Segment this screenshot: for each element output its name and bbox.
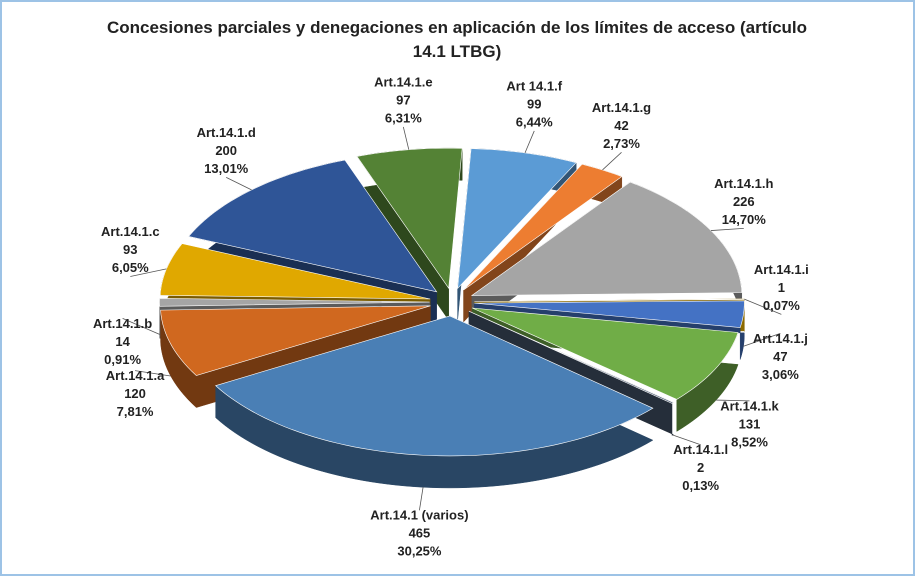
slice-label: Art.14.1 (varios)	[370, 508, 468, 523]
leader-line	[716, 399, 750, 402]
slice-label: Art.14.1.k	[720, 398, 779, 413]
slice-percent: 0,91%	[104, 352, 141, 367]
slice-value: 465	[409, 526, 431, 541]
slice-value: 226	[733, 194, 755, 209]
slice-percent: 6,05%	[112, 260, 149, 275]
slice-percent: 0,07%	[763, 298, 800, 313]
slice-value: 1	[778, 280, 785, 295]
slice-percent: 2,73%	[603, 136, 640, 151]
leader-line	[130, 268, 167, 277]
slice-percent: 0,13%	[682, 478, 719, 493]
slice	[474, 300, 745, 328]
slice-percent: 3,06%	[762, 367, 799, 382]
slice-percent: 13,01%	[204, 161, 249, 176]
slice-percent: 6,31%	[385, 110, 422, 125]
slice	[457, 148, 577, 290]
slice-label: Art.14.1.d	[197, 125, 256, 140]
leader-line	[135, 370, 171, 377]
slice-percent: 6,44%	[516, 114, 553, 129]
slice	[160, 305, 431, 376]
slice-percent: 14,70%	[722, 212, 767, 227]
slice-value: 42	[614, 118, 628, 133]
leader-line	[672, 434, 701, 446]
leader-line	[602, 152, 622, 171]
slice-value: 97	[396, 92, 410, 107]
slice-value: 47	[773, 349, 787, 364]
slice-percent: 8,52%	[731, 434, 768, 449]
slice-value: 93	[123, 242, 137, 257]
slice-label: Art.14.1.c	[101, 224, 160, 239]
slice-value: 14	[115, 334, 130, 349]
leader-line	[402, 126, 410, 150]
slice-label: Art.14.1.e	[374, 74, 433, 89]
slice-percent: 7,81%	[117, 404, 154, 419]
slice	[472, 307, 739, 400]
slice-label: Art.14.1.j	[753, 331, 808, 346]
slice-label: Art 14.1.f	[506, 78, 562, 93]
slice	[468, 310, 675, 404]
slice	[159, 298, 430, 307]
slice-value: 99	[527, 96, 541, 111]
slice-label: Art.14.1.g	[592, 100, 651, 115]
leader-line	[419, 487, 424, 511]
slice-value: 120	[124, 386, 146, 401]
slice-label: Art.14.1.b	[93, 316, 152, 331]
slice-label: Art.14.1.a	[106, 368, 165, 383]
slice-value: 131	[739, 416, 761, 431]
slice-label: Art.14.1.i	[754, 262, 809, 277]
leader-line	[744, 298, 782, 315]
slice-label: Art.14.1.h	[714, 176, 773, 191]
leader-line	[524, 130, 535, 154]
slice-percent: 30,25%	[397, 544, 442, 559]
slice-value: 200	[215, 143, 237, 158]
leader-line	[710, 227, 744, 231]
leader-line	[743, 332, 781, 347]
chart-title: Concesiones parciales y denegaciones en …	[106, 18, 808, 61]
leader-line	[122, 318, 160, 335]
leader-line	[226, 176, 252, 191]
slice	[188, 159, 438, 293]
slice-label: Art.14.1.l	[673, 442, 728, 457]
slice	[215, 315, 654, 457]
slice-value: 2	[697, 460, 704, 475]
